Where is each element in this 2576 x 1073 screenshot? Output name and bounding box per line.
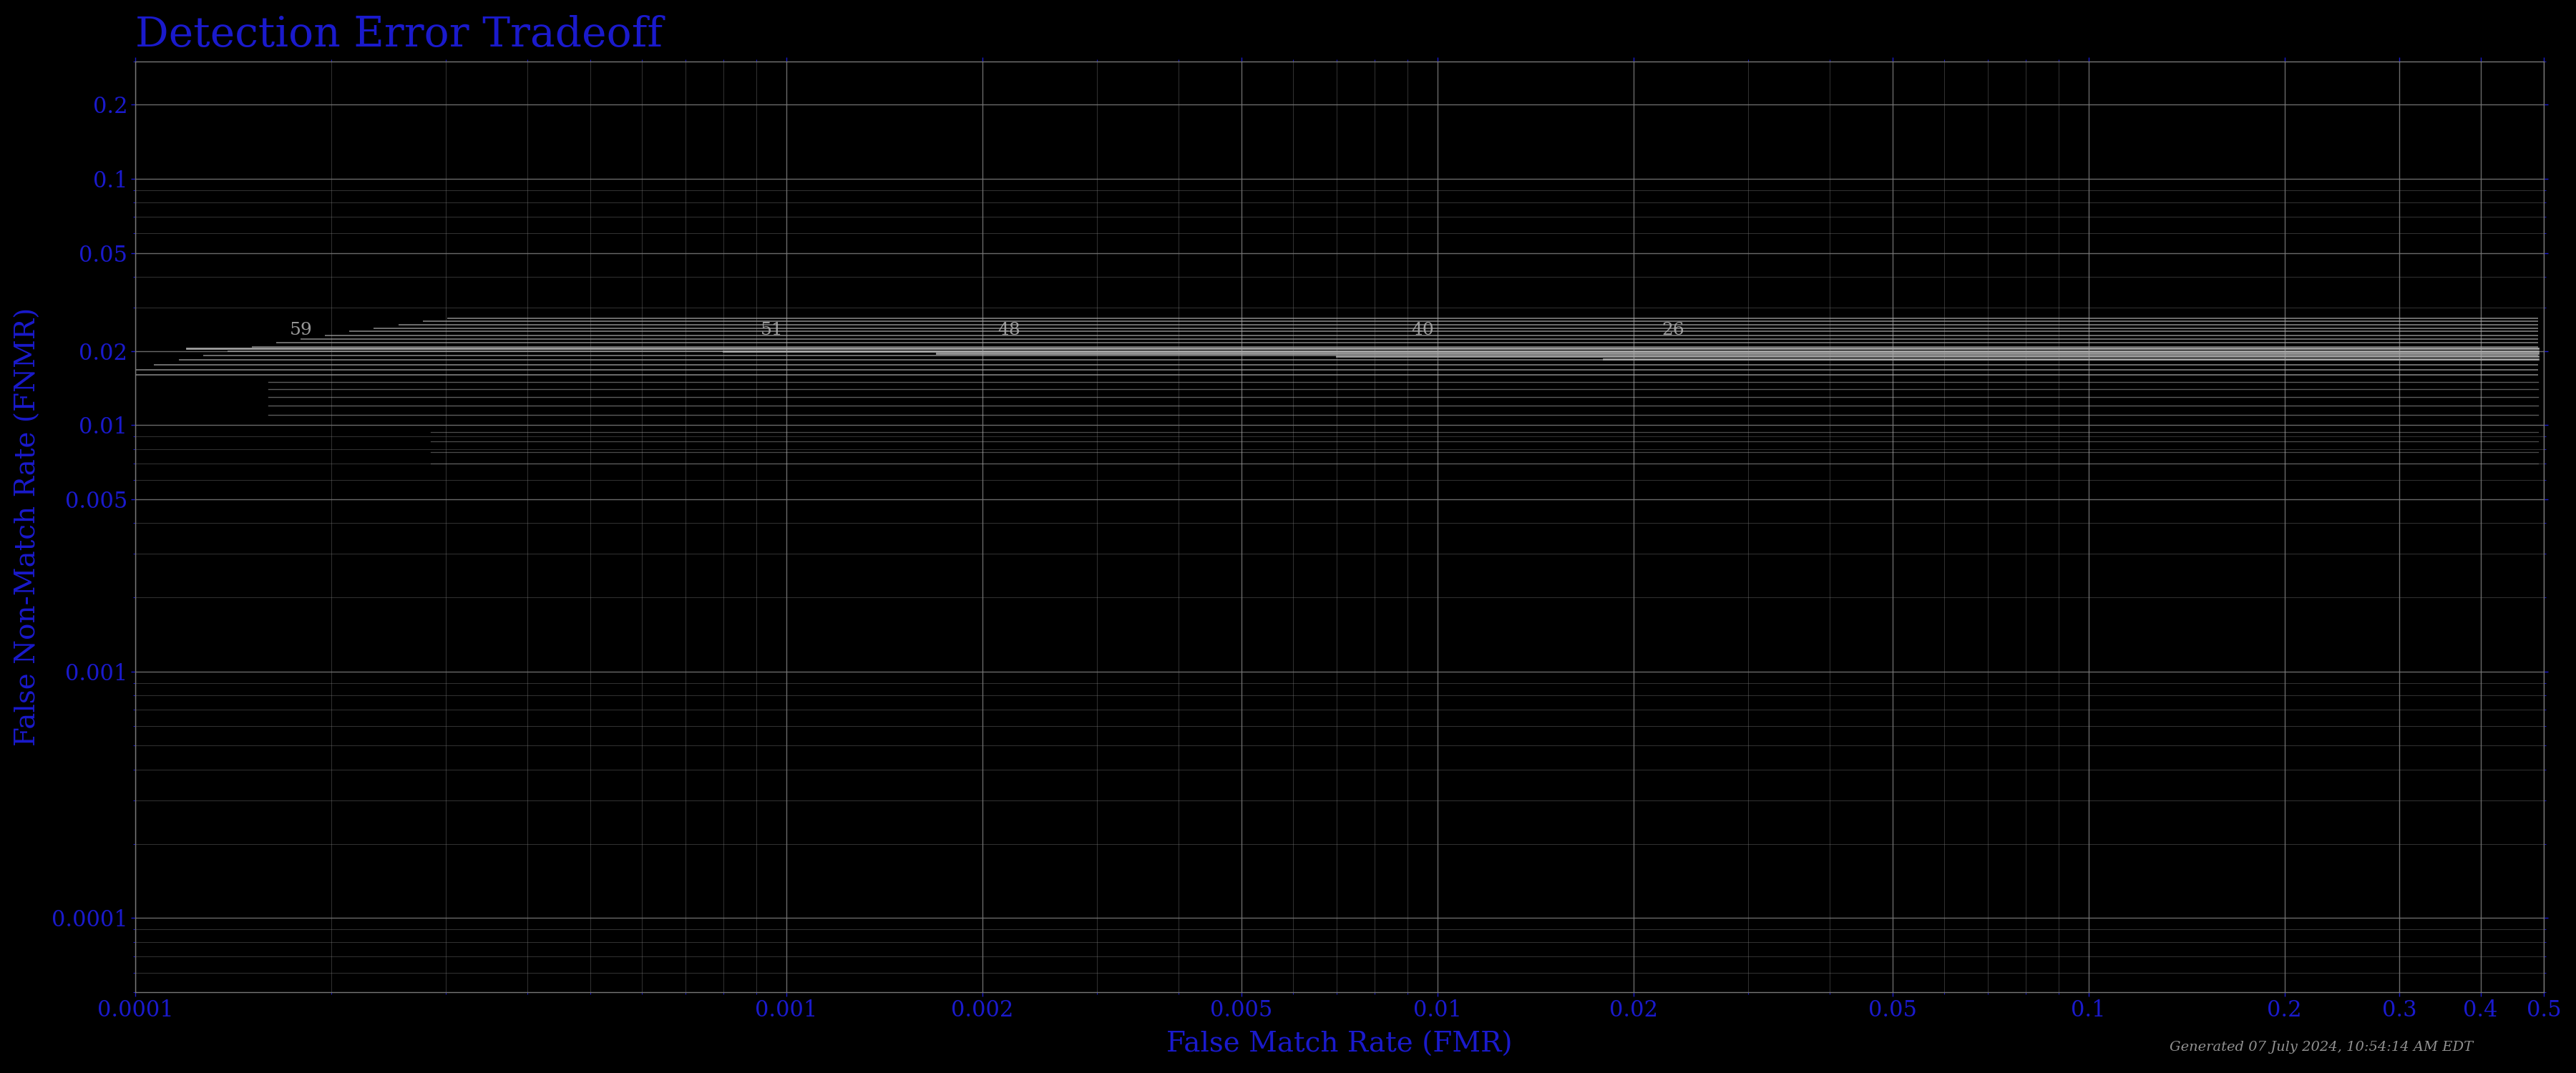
Text: Generated 07 July 2024, 10:54:14 AM EDT: Generated 07 July 2024, 10:54:14 AM EDT [2169,1041,2473,1054]
Y-axis label: False Non-Match Rate (FNMR): False Non-Match Rate (FNMR) [15,307,41,746]
Text: Detection Error Tradeoff: Detection Error Tradeoff [134,15,662,55]
Text: 40: 40 [1412,322,1435,338]
Text: 59: 59 [291,322,312,338]
X-axis label: False Match Rate (FMR): False Match Rate (FMR) [1167,1031,1512,1058]
Text: 26: 26 [1662,322,1685,338]
Text: 48: 48 [997,322,1020,338]
Text: 51: 51 [760,322,783,338]
